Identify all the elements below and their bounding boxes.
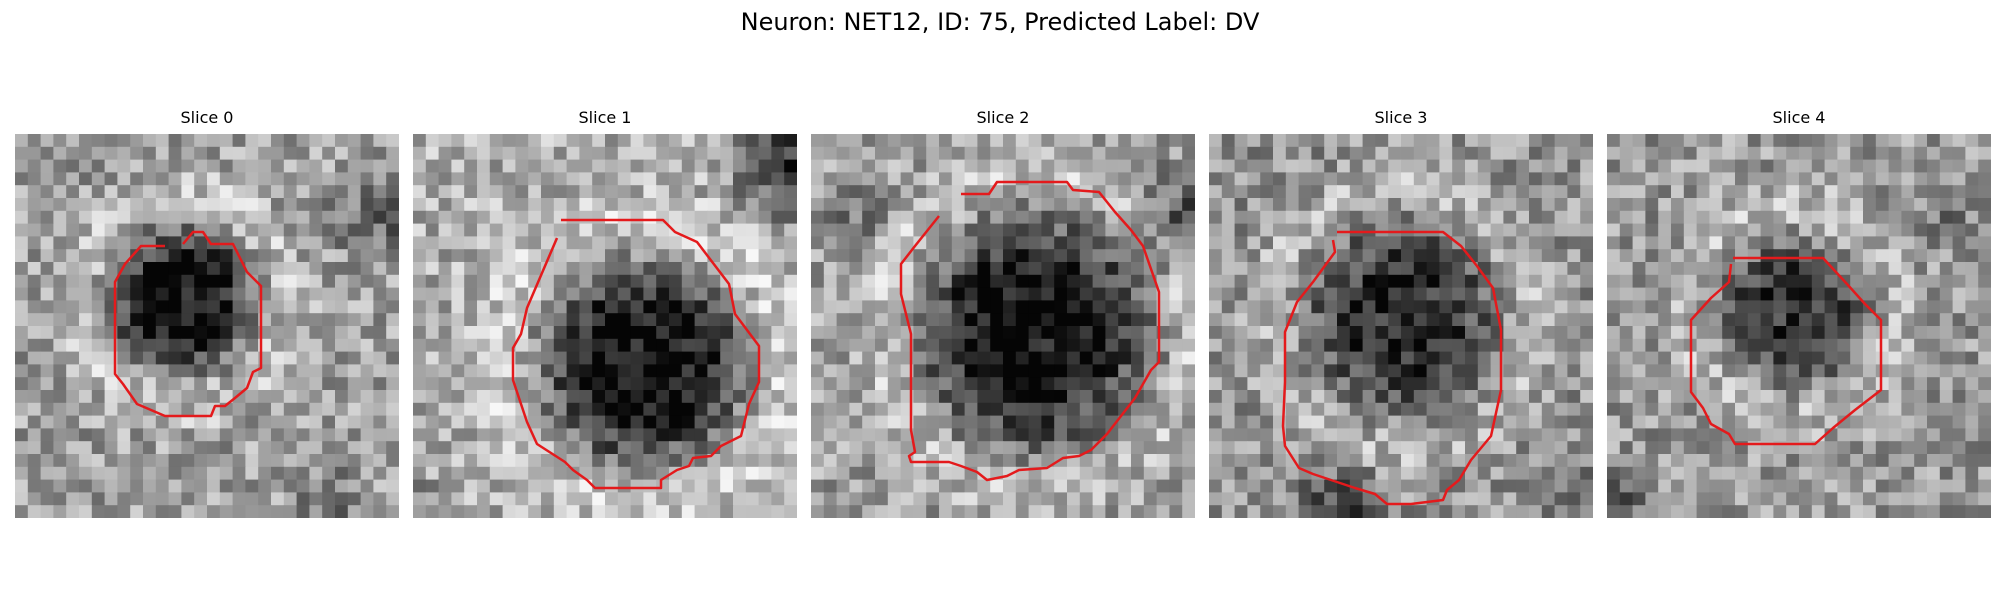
slice-pixels-0 bbox=[15, 134, 399, 518]
slice-pixels-2 bbox=[811, 134, 1195, 518]
slice-image-3 bbox=[1209, 134, 1593, 518]
slice-image-2 bbox=[811, 134, 1195, 518]
slice-title-1: Slice 1 bbox=[578, 108, 632, 127]
slice-title-3: Slice 3 bbox=[1374, 108, 1428, 127]
roi-contour-3 bbox=[1281, 230, 1503, 506]
slice-title-0: Slice 0 bbox=[180, 108, 234, 127]
slice-title-4: Slice 4 bbox=[1772, 108, 1826, 127]
roi-contour-1 bbox=[511, 218, 761, 490]
slice-title-2: Slice 2 bbox=[976, 108, 1030, 127]
roi-contour-2 bbox=[899, 180, 1161, 482]
figure-title: Neuron: NET12, ID: 75, Predicted Label: … bbox=[740, 8, 1260, 36]
slice-image-0 bbox=[15, 134, 399, 518]
roi-contour-0 bbox=[113, 230, 263, 418]
slice-pixels-1 bbox=[413, 134, 797, 518]
slice-image-4 bbox=[1607, 134, 1991, 518]
slice-image-1 bbox=[413, 134, 797, 518]
roi-contour-4 bbox=[1689, 256, 1883, 446]
slice-pixels-3 bbox=[1209, 134, 1593, 518]
slice-pixels-4 bbox=[1607, 134, 1991, 518]
